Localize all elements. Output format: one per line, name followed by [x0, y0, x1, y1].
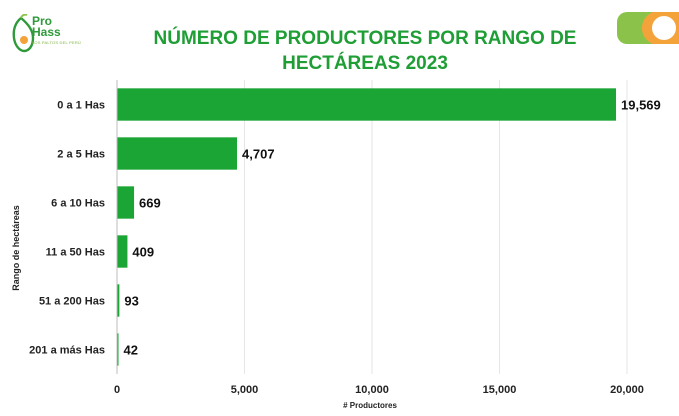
data-label: 669 — [139, 196, 161, 211]
brand-tagline: LOS PALTOS DEL PERÚ — [32, 40, 82, 45]
prohass-logo-icon — [12, 14, 35, 53]
x-tick-label: 20,000 — [610, 384, 644, 396]
data-label: 42 — [124, 343, 138, 358]
x-tick-label: 15,000 — [483, 384, 517, 396]
data-label: 93 — [124, 294, 138, 309]
category-label: 2 a 5 Has — [57, 149, 105, 161]
brand-name-line2: Hass — [32, 25, 61, 39]
brand-name-line1: Pro — [32, 14, 53, 28]
bar — [117, 284, 120, 317]
brand-name: Pro Hass — [32, 14, 61, 39]
category-label: 11 a 50 Has — [46, 247, 105, 259]
data-label: 19,569 — [621, 98, 661, 113]
x-tick-label: 5,000 — [231, 384, 259, 396]
corner-decoration-icon — [617, 12, 679, 44]
bar — [117, 235, 128, 268]
bar — [117, 88, 617, 121]
chart-title: NÚMERO DE PRODUCTORES POR RANGO DE HECTÁ… — [153, 28, 577, 74]
x-axis-label: # Productores — [343, 401, 397, 410]
x-tick-label: 0 — [114, 384, 120, 396]
category-label: 6 a 10 Has — [51, 198, 105, 210]
y-axis-label: Rango de hectáreas — [11, 205, 21, 291]
data-label: 409 — [132, 245, 154, 260]
data-label: 4,707 — [242, 147, 275, 162]
bar — [117, 137, 238, 170]
category-label: 201 a más Has — [29, 345, 105, 357]
bar — [117, 186, 135, 219]
bar — [117, 333, 119, 366]
category-label: 0 a 1 Has — [57, 100, 105, 112]
x-tick-label: 10,000 — [355, 384, 389, 396]
category-label: 51 a 200 Has — [39, 296, 105, 308]
